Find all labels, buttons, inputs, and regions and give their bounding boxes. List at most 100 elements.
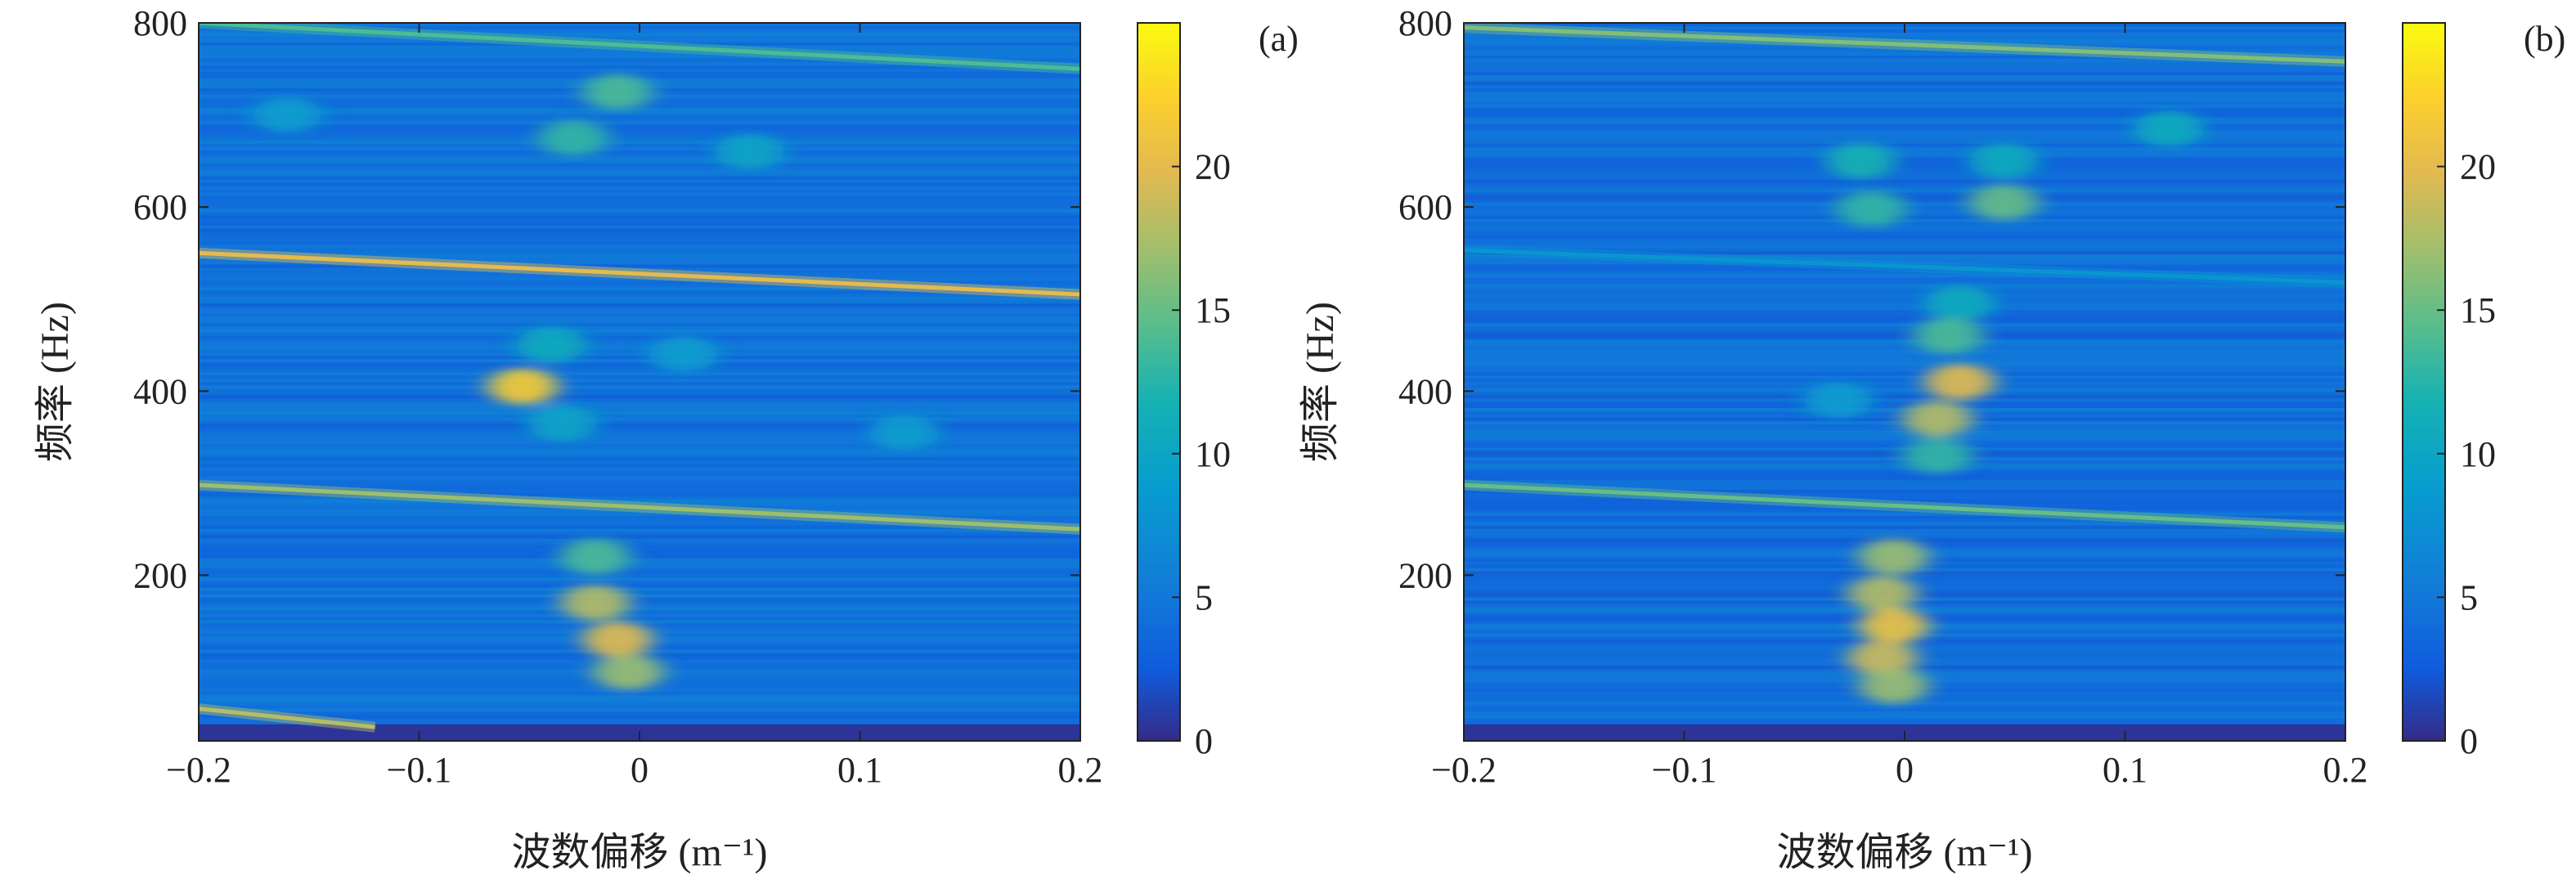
heatmap-hotspot — [1925, 285, 1995, 322]
heatmap-row — [1464, 163, 2345, 168]
heatmap-row — [1464, 173, 2345, 177]
heatmap-hotspot — [583, 621, 653, 658]
heatmap-row — [199, 277, 1080, 281]
heatmap-row — [199, 107, 1080, 112]
heatmap-hotspot — [488, 368, 558, 405]
heatmap-row — [1464, 143, 2345, 148]
heatmap-hotspot — [869, 414, 939, 451]
heatmap-row — [199, 568, 1080, 572]
heatmap-row — [1464, 123, 2345, 128]
heatmap-row — [199, 382, 1080, 386]
heatmap-field — [199, 23, 1080, 741]
heatmap-row — [199, 248, 1080, 252]
heatmap-row — [199, 186, 1080, 191]
heatmap-row — [199, 61, 1080, 66]
heatmap-row — [199, 313, 1080, 317]
heatmap-row — [1464, 411, 2345, 415]
heatmap-row — [1464, 150, 2345, 155]
heatmap-row — [199, 300, 1080, 304]
heatmap-row — [199, 581, 1080, 586]
heatmap-row — [1464, 320, 2345, 324]
heatmap-row — [1464, 509, 2345, 514]
heatmap-row — [1464, 535, 2345, 540]
heatmap-row — [1464, 574, 2345, 579]
colorbar-tick-label: 15 — [1195, 290, 1231, 330]
heatmap-row — [1464, 397, 2345, 402]
heatmap-row — [1464, 307, 2345, 311]
heatmap-row — [1464, 45, 2345, 50]
heatmap-row — [199, 715, 1080, 719]
heatmap-row — [1464, 182, 2345, 187]
heatmap-row — [199, 130, 1080, 135]
heatmap-row — [199, 343, 1080, 347]
heatmap-row — [199, 150, 1080, 155]
heatmap-row — [199, 525, 1080, 530]
heatmap-row — [199, 320, 1080, 324]
heatmap-row — [1464, 372, 2345, 376]
heatmap-row — [199, 440, 1080, 445]
heatmap-row — [1464, 101, 2345, 105]
heatmap-row — [199, 512, 1080, 517]
heatmap-row — [1464, 68, 2345, 73]
heatmap-row — [199, 143, 1080, 148]
heatmap-row — [1464, 352, 2345, 357]
heatmap-row — [199, 587, 1080, 592]
heatmap-row — [1464, 84, 2345, 89]
heatmap-row — [1464, 522, 2345, 527]
heatmap-row — [199, 326, 1080, 330]
heatmap-row — [199, 166, 1080, 171]
heatmap-row — [199, 169, 1080, 174]
heatmap-row — [1464, 446, 2345, 451]
heatmap-row — [199, 316, 1080, 321]
heatmap-row — [1464, 404, 2345, 409]
heatmap-row — [1464, 525, 2345, 530]
y-axis-label: 频率 (Hz) — [1299, 302, 1342, 462]
heatmap-hotspot — [539, 119, 608, 156]
heatmap-row — [1464, 313, 2345, 317]
heatmap-hotspot — [594, 653, 663, 690]
heatmap-row — [1464, 274, 2345, 278]
heatmap-row — [1464, 705, 2345, 709]
heatmap-row — [1464, 515, 2345, 520]
heatmap-row — [1464, 231, 2345, 236]
heatmap-row — [1464, 271, 2345, 275]
heatmap-row — [1464, 133, 2345, 138]
heatmap-row — [1464, 192, 2345, 197]
heatmap-row — [199, 238, 1080, 242]
heatmap-row — [1464, 711, 2345, 716]
heatmap-row — [199, 127, 1080, 132]
heatmap-row — [1464, 169, 2345, 174]
heatmap-row — [1464, 166, 2345, 171]
heatmap-row — [199, 456, 1080, 461]
heatmap-row — [1464, 114, 2345, 119]
heatmap-row — [1464, 71, 2345, 76]
x-axis-label: 波数偏移 (m⁻¹) — [511, 831, 767, 874]
heatmap-row — [199, 372, 1080, 376]
heatmap-row — [1464, 199, 2345, 204]
heatmap-row — [1464, 310, 2345, 314]
heatmap-row — [199, 235, 1080, 239]
heatmap-row — [1464, 104, 2345, 109]
heatmap-row — [199, 561, 1080, 566]
x-tick-label: 0.1 — [837, 750, 882, 790]
heatmap-row — [1464, 479, 2345, 484]
heatmap-row — [199, 274, 1080, 278]
heatmap-row — [1464, 290, 2345, 294]
heatmap-row — [199, 437, 1080, 442]
heatmap-row — [1464, 156, 2345, 161]
heatmap-row — [199, 427, 1080, 432]
heatmap-row — [199, 590, 1080, 595]
heatmap-row — [1464, 225, 2345, 230]
heatmap-row — [199, 594, 1080, 598]
heatmap-row — [1464, 366, 2345, 370]
colorbar-tick-label: 0 — [2460, 721, 2478, 761]
x-tick-label: −0.2 — [166, 750, 231, 790]
heatmap-row — [199, 509, 1080, 514]
heatmap-row — [199, 192, 1080, 197]
heatmap-row — [1464, 218, 2345, 223]
heatmap-row — [1464, 362, 2345, 366]
x-axis-label: 波数偏移 (m⁻¹) — [1776, 831, 2032, 874]
heatmap-row — [199, 303, 1080, 307]
heatmap-hotspot — [252, 96, 321, 133]
